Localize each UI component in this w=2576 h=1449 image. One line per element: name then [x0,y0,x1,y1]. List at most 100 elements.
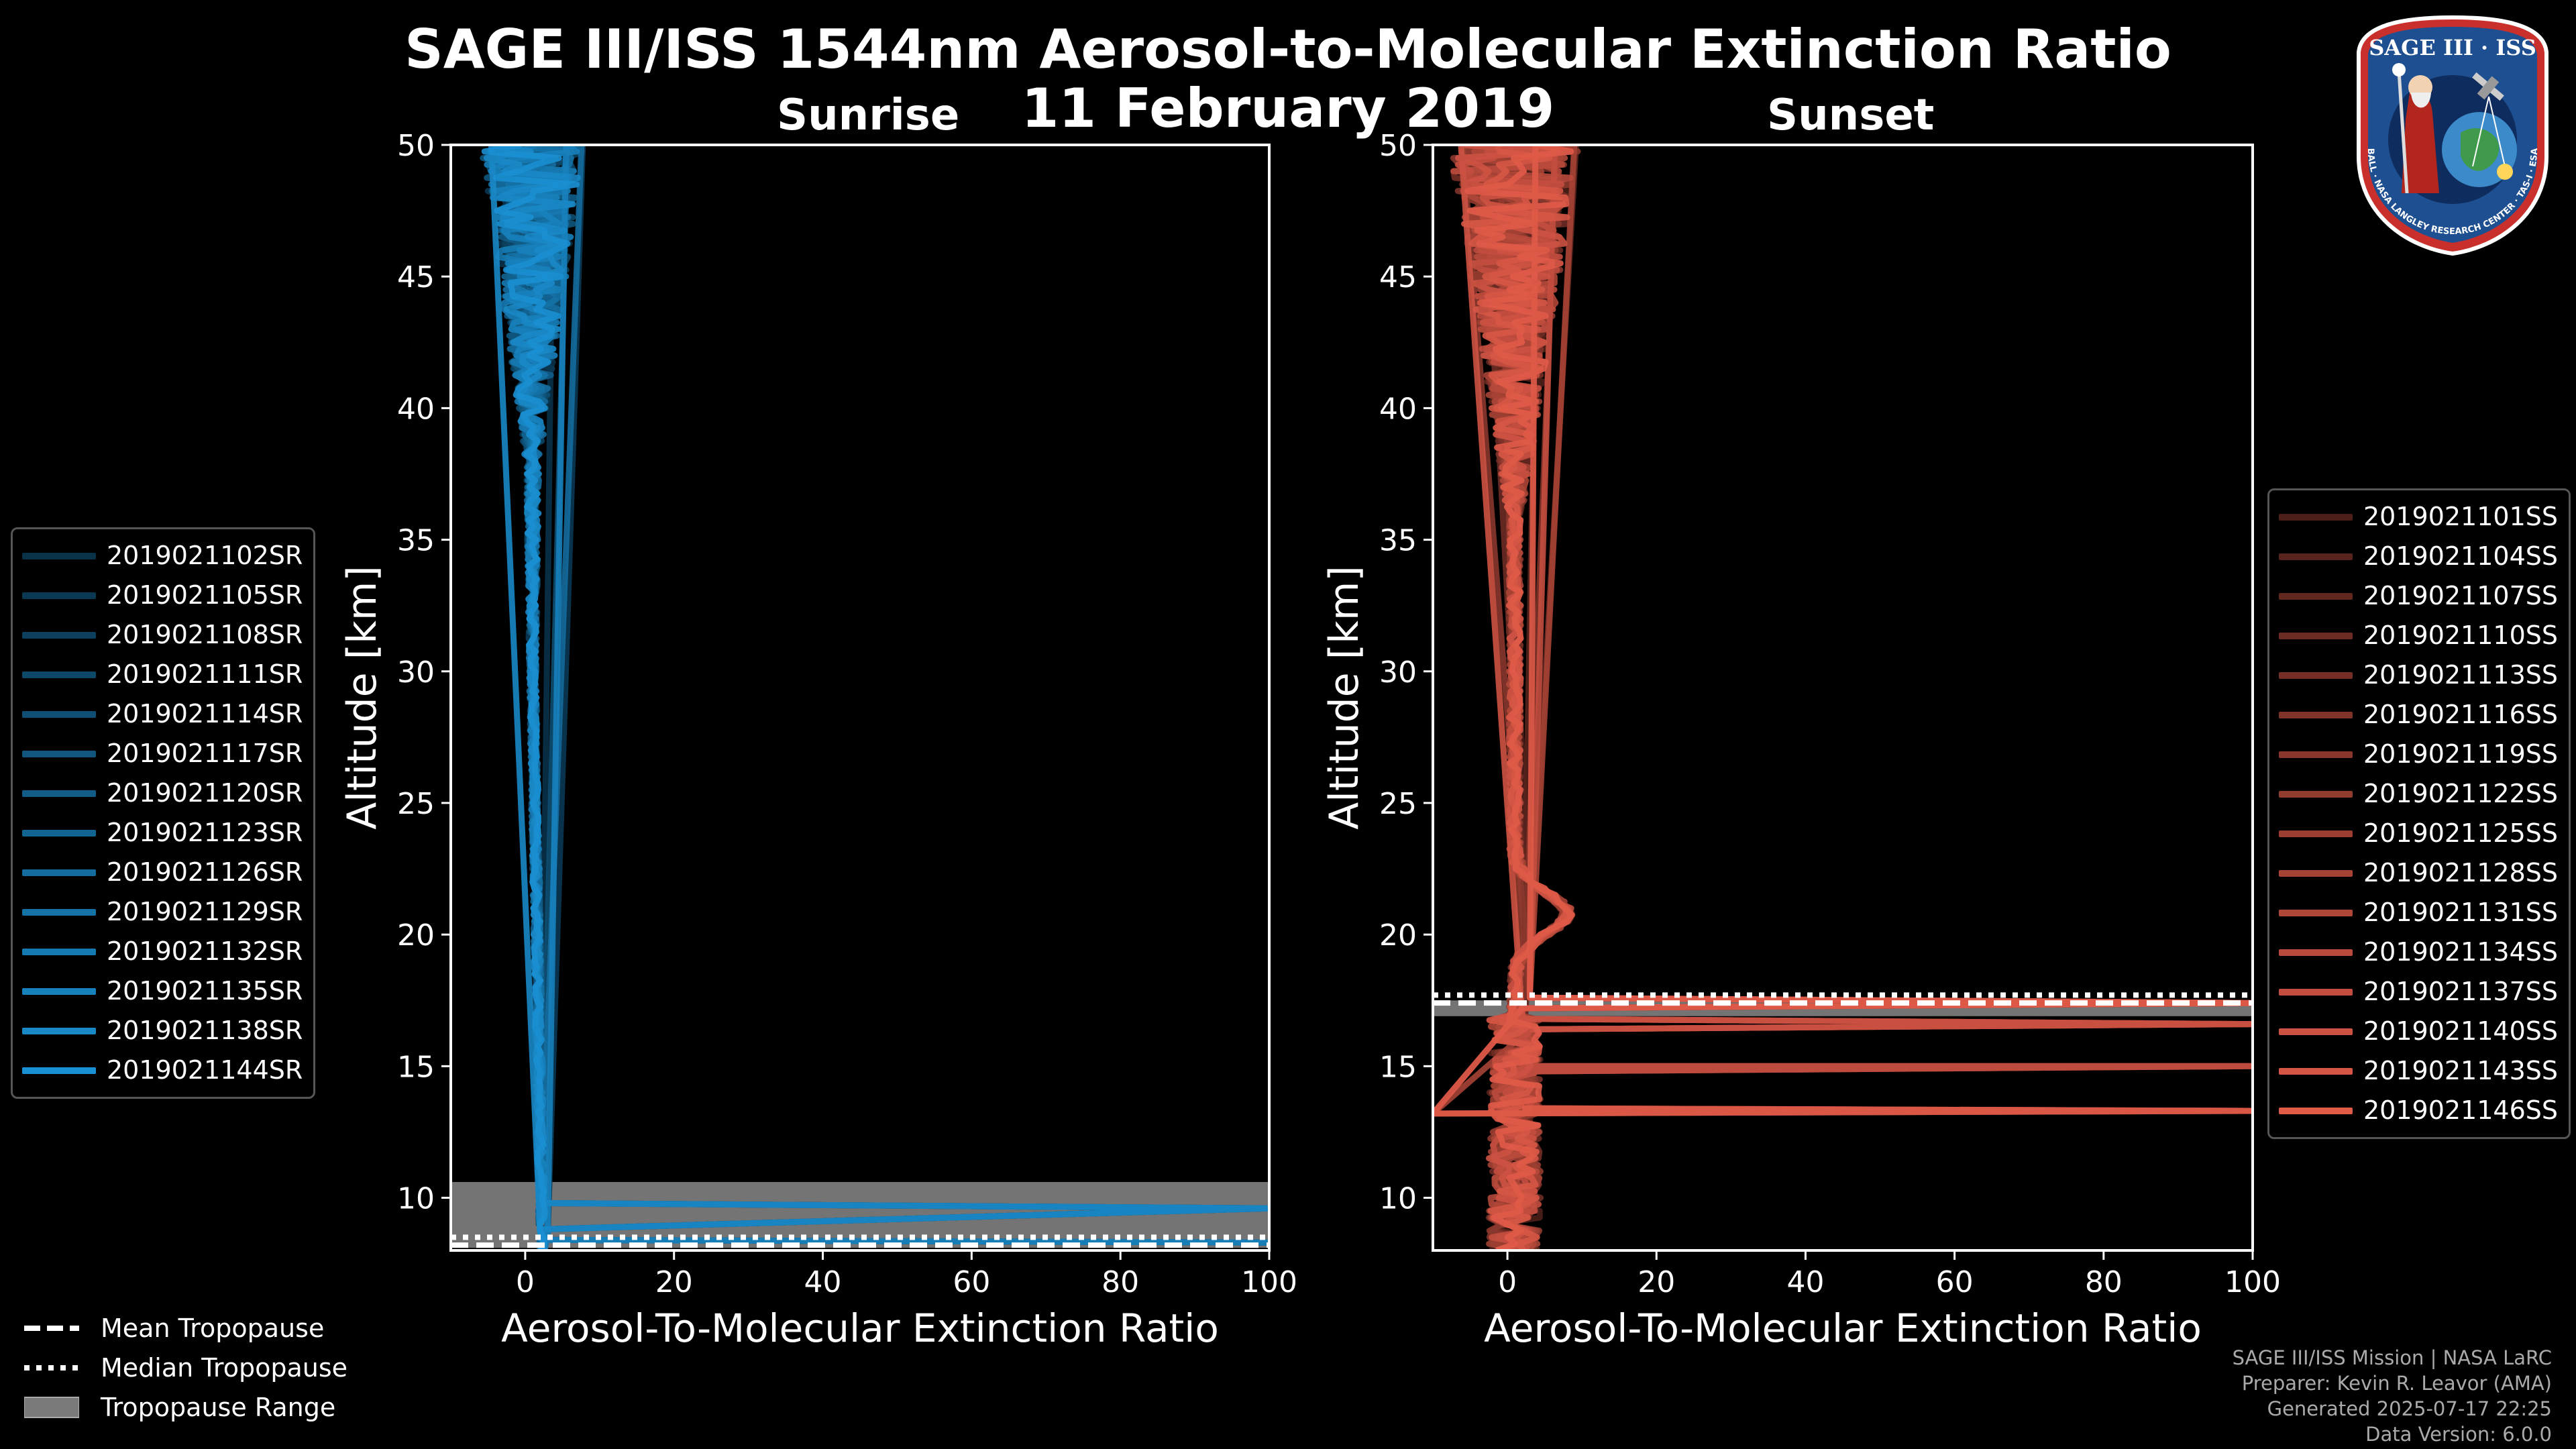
profile-line-2019021135SR [488,145,1269,1250]
y-tick-label: 50 [397,129,435,163]
x-tick-label: 20 [655,1265,693,1299]
y-tick-label: 25 [1379,787,1417,821]
legend-swatch [2279,513,2353,521]
legend-label: 2019021105SR [107,580,303,610]
plot-frame [449,144,1271,1252]
legend-swatch [2279,1028,2353,1035]
y-tick-label: 50 [1379,129,1417,163]
legend-item-2019021129SR: 2019021129SR [22,892,303,932]
legend-item-2019021120SR: 2019021120SR [22,773,303,813]
profile-line-2019021144SR [481,145,580,1250]
legend-label: 2019021119SS [2363,739,2559,769]
legend-label: 2019021143SS [2363,1056,2559,1085]
profile-line-2019021122SS [1461,145,2253,1250]
legend-label: 2019021126SR [107,857,303,887]
y-tick-label: 20 [397,918,435,953]
profile-line-2019021128SS [1433,145,2253,1250]
sunset-legend: 2019021101SS 2019021104SS 2019021107SS 2019… [2267,488,2571,1139]
legend-label: 2019021107SS [2363,581,2559,610]
legend-label: 2019021137SS [2363,977,2559,1006]
legend-label: 2019021138SR [107,1016,303,1045]
legend-item-2019021128SS: 2019021128SS [2279,853,2558,893]
chart-subtitle: 11 February 2019 [1021,77,1555,140]
legend-label: 2019021128SS [2363,858,2559,888]
y-tick-label: 40 [1379,392,1417,426]
legend-label: 2019021123SR [107,818,303,847]
profile-line-2019021138SR [483,145,1269,1250]
legend-item-2019021140SS: 2019021140SS [2279,1012,2558,1051]
profile-line-2019021110SS [1433,145,2253,1250]
legend-label: 2019021129SR [107,897,303,926]
y-tick-label: 45 [1379,260,1417,294]
legend-label: 2019021116SS [2363,700,2559,729]
legend-label: 2019021114SR [107,699,303,729]
profile-line-2019021120SR [488,145,1269,1250]
legend-swatch [2279,553,2353,560]
chart-title: SAGE III/ISS 1544nm Aerosol-to-Molecular… [405,18,2171,80]
x-tick-label: 100 [1241,1265,1297,1299]
y-tick-label: 10 [397,1182,435,1216]
panel-title-sunset: Sunset [1767,91,1935,140]
legend-item-2019021144SR: 2019021144SR [22,1051,303,1090]
profile-line-2019021101SS [1458,145,2253,1250]
legend-mean-tropopause: Mean Tropopause [24,1308,347,1348]
sunrise-legend: 2019021102SR 2019021105SR 2019021108SR 2019… [11,527,316,1099]
legend-item-2019021105SR: 2019021105SR [22,576,303,615]
x-tick-label: 80 [1102,1265,1139,1299]
legend-label: 2019021144SR [107,1055,303,1085]
profile-line-2019021119SS [1450,145,2253,1250]
legend-swatch [22,790,96,797]
profile-line-2019021116SS [1454,145,2253,1250]
legend-swatch [22,750,96,757]
profile-line-2019021107SS [1459,145,2253,1250]
profile-line-2019021126SR [488,145,1269,1250]
legend-mean-label: Mean Tropopause [101,1313,325,1343]
legend-swatch [22,710,96,718]
x-axis-label: Aerosol-To-Molecular Extinction Ratio [501,1305,1219,1351]
credits: SAGE III/ISS Mission | NASA LaRC Prepare… [2233,1345,2552,1447]
tropopause-legend: Mean Tropopause Median Tropopause Tropop… [24,1308,347,1427]
legend-median-tropopause: Median Tropopause [24,1348,347,1387]
legend-label: 2019021146SS [2363,1095,2559,1125]
legend-label: 2019021132SR [107,936,303,966]
y-axis-label: Altitude [km] [1321,566,1368,830]
x-tick-label: 0 [516,1265,535,1299]
legend-item-2019021111SR: 2019021111SR [22,655,303,694]
legend-label: 2019021120SR [107,778,303,808]
sunset-panel: 0 20 40 60 80 100 10 15 20 25 30 35 40 45 50 Aerosol-To… [1321,129,2281,1351]
y-tick-label: 30 [1379,655,1417,690]
legend-item-2019021108SR: 2019021108SR [22,615,303,655]
legend-item-2019021146SS: 2019021146SS [2279,1091,2558,1130]
legend-item-2019021137SS: 2019021137SS [2279,972,2558,1012]
legend-range-label: Tropopause Range [101,1392,336,1422]
profile-line-2019021105SR [484,145,1269,1250]
x-tick-label: 60 [1936,1265,1974,1299]
legend-swatch [2279,909,2353,916]
legend-item-2019021143SS: 2019021143SS [2279,1051,2558,1091]
legend-item-2019021101SS: 2019021101SS [2279,497,2558,537]
legend-item-2019021122SS: 2019021122SS [2279,774,2558,814]
legend-swatch [22,552,96,559]
legend-item-2019021119SS: 2019021119SS [2279,735,2558,774]
legend-item-2019021123SR: 2019021123SR [22,813,303,853]
legend-label: 2019021104SS [2363,541,2559,571]
legend-item-2019021116SS: 2019021116SS [2279,695,2558,735]
legend-item-2019021104SS: 2019021104SS [2279,537,2558,576]
sunrise-panel: 0 20 40 60 80 100 10 15 20 25 30 35 40 45 50 Aerosol-To… [339,129,1297,1351]
legend-label: 2019021140SS [2363,1016,2559,1046]
legend-label: 2019021134SS [2363,937,2559,967]
legend-swatch [22,908,96,916]
profile-line-2019021137SS [1454,145,2253,1250]
sage-iii-iss-logo: SAGE III · ISS BALL · NASA LANGLEY RESEA… [2357,15,2548,256]
legend-label: 2019021131SS [2363,898,2559,927]
legend-tropopause-range: Tropopause Range [24,1387,347,1427]
legend-swatch [22,1067,96,1074]
x-tick-label: 40 [804,1265,842,1299]
legend-label: 2019021135SR [107,976,303,1006]
legend-item-2019021107SS: 2019021107SS [2279,576,2558,616]
legend-swatch [2279,949,2353,956]
legend-item-2019021110SS: 2019021110SS [2279,616,2558,655]
y-tick-label: 10 [1379,1182,1417,1216]
y-tick-label: 20 [1379,918,1417,953]
